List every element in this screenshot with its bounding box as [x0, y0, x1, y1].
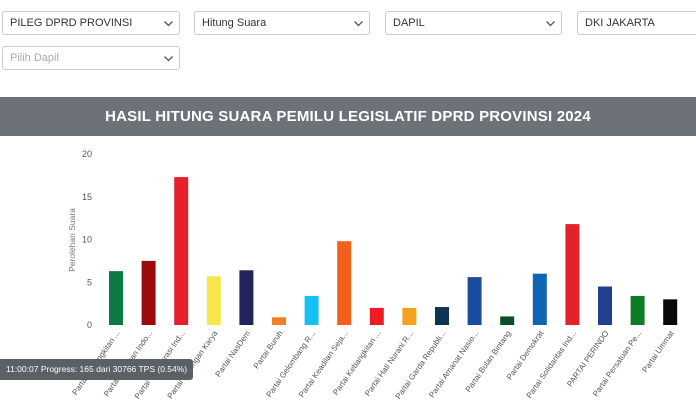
chevron-down-icon — [353, 18, 364, 29]
bar — [467, 277, 482, 325]
province-select[interactable]: DKI JAKARTA — [577, 11, 696, 35]
bar — [109, 271, 123, 325]
bar — [532, 273, 547, 325]
y-tick-label: 10 — [82, 235, 92, 245]
dapil-placeholder: Pilih Dapil — [10, 52, 59, 64]
x-tick-label: Partai Buruh — [252, 329, 285, 371]
bar — [500, 316, 515, 325]
bar — [402, 307, 417, 325]
x-tick-label: Partai NasDem — [214, 329, 253, 379]
y-tick-label: 15 — [82, 192, 92, 202]
y-tick-label: 20 — [82, 149, 92, 159]
bar — [435, 307, 449, 325]
bar — [663, 299, 678, 325]
chevron-down-icon — [545, 18, 556, 29]
province-value: DKI JAKARTA — [585, 17, 655, 29]
bar — [630, 295, 645, 325]
data-type-value: Hitung Suara — [202, 17, 267, 29]
bar — [141, 260, 156, 325]
chart-title-bar: HASIL HITUNG SUARA PEMILU LEGISLATIF DPR… — [0, 97, 696, 136]
bar — [174, 177, 189, 325]
y-tick-label: 0 — [87, 320, 92, 330]
x-tick-label: Partai Ummat — [640, 328, 676, 374]
y-axis-label: Perolehan Suara — [67, 208, 77, 272]
bar — [272, 317, 286, 325]
election-type-select[interactable]: PILEG DPRD PROVINSI — [2, 11, 180, 35]
filter-bar: PILEG DPRD PROVINSI Hitung Suara DAPIL D… — [0, 0, 696, 96]
bar — [239, 270, 254, 325]
bar — [565, 224, 580, 325]
progress-status-text: 11:00:07 Progress: 165 dari 30766 TPS (0… — [6, 364, 188, 374]
bar — [369, 307, 384, 325]
election-type-value: PILEG DPRD PROVINSI — [10, 17, 133, 29]
chart-title: HASIL HITUNG SUARA PEMILU LEGISLATIF DPR… — [105, 108, 591, 125]
progress-status-bar: 11:00:07 Progress: 165 dari 30766 TPS (0… — [0, 359, 194, 380]
bar — [304, 295, 319, 325]
chevron-down-icon — [163, 53, 174, 64]
dapil-select[interactable]: Pilih Dapil — [2, 46, 180, 70]
region-level-select[interactable]: DAPIL — [385, 11, 562, 35]
bar — [206, 276, 221, 325]
bar — [337, 241, 352, 325]
bar — [598, 286, 612, 325]
chevron-down-icon — [163, 18, 174, 29]
data-type-select[interactable]: Hitung Suara — [194, 11, 370, 35]
y-tick-label: 5 — [87, 277, 92, 287]
region-level-value: DAPIL — [393, 17, 425, 29]
